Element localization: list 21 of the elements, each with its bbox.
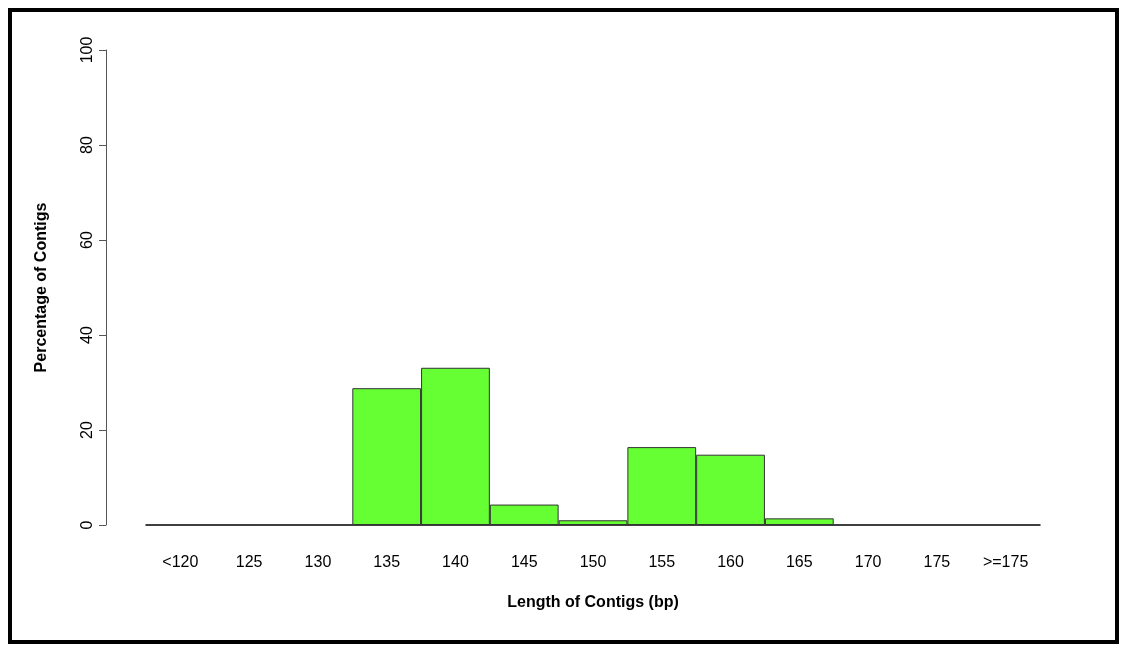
- y-tick-label: 60: [77, 231, 95, 249]
- x-tick-label: 140: [442, 552, 469, 570]
- y-axis-title: Percentage of Contigs: [31, 202, 49, 373]
- x-tick-label: 165: [785, 552, 813, 570]
- x-tick-label: 170: [854, 552, 882, 570]
- x-axis-title: Length of Contigs (bp): [507, 592, 679, 610]
- x-tick-label: 150: [579, 552, 607, 570]
- y-tick-label: 20: [77, 421, 95, 439]
- x-tick-label: <120: [162, 552, 199, 570]
- y-tick-label: 40: [77, 326, 95, 344]
- x-tick-label: 155: [648, 552, 676, 570]
- x-tick-label: 130: [304, 552, 332, 570]
- y-tick-label: 100: [77, 36, 95, 64]
- x-tick-label: 175: [923, 552, 951, 570]
- x-tick-label: 160: [717, 552, 744, 570]
- x-tick-label: 145: [510, 552, 538, 570]
- y-tick-label: 0: [77, 520, 95, 530]
- y-tick-label: 80: [77, 136, 95, 154]
- x-tick-label: 125: [235, 552, 263, 570]
- x-tick-label: 135: [373, 552, 401, 570]
- x-tick-label: >=175: [982, 552, 1029, 570]
